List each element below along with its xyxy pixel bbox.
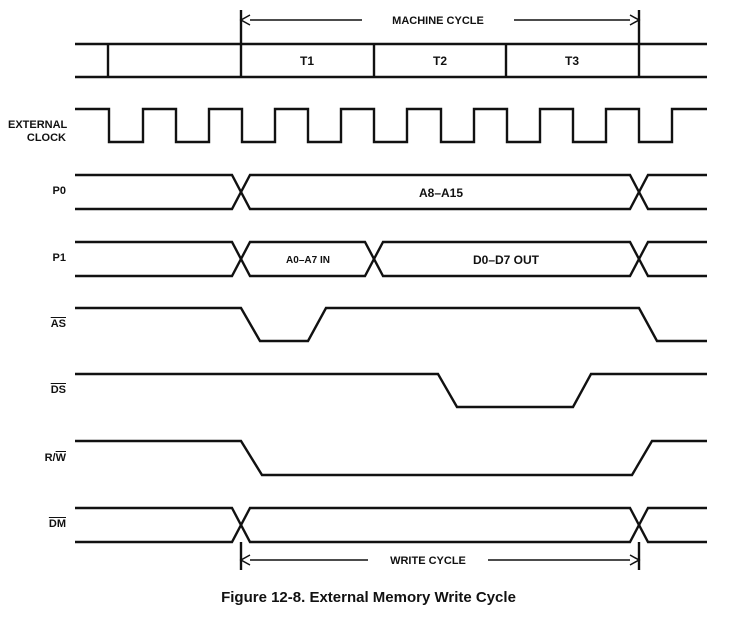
clock-label-line2: CLOCK bbox=[26, 132, 66, 144]
p0-address-label: A8–A15 bbox=[419, 186, 463, 200]
p0-bus bbox=[75, 173, 707, 211]
rw-label-bar: W bbox=[55, 452, 66, 464]
dm-bus bbox=[75, 506, 707, 544]
machine-cycle-label: MACHINE CYCLE bbox=[392, 15, 484, 27]
clock-label: EXTERNAL CLOCK bbox=[8, 119, 68, 145]
figure-caption: Figure 12-8. External Memory Write Cycle bbox=[221, 589, 516, 606]
p1-data-label: D0–D7 OUT bbox=[473, 253, 540, 267]
ds-label: DS bbox=[50, 384, 66, 396]
state-t3-label: T3 bbox=[565, 54, 579, 68]
state-table bbox=[75, 42, 707, 79]
rw-label: R/W bbox=[8, 452, 66, 465]
p1-address-label: A0–A7 IN bbox=[286, 255, 330, 266]
write-cycle-label: WRITE CYCLE bbox=[390, 555, 466, 567]
p1-label: P1 bbox=[52, 252, 66, 264]
rw-waveform bbox=[75, 439, 707, 477]
ds-waveform bbox=[75, 372, 707, 409]
clock-waveform bbox=[75, 107, 707, 144]
state-t1-label: T1 bbox=[300, 54, 314, 68]
as-label: AS bbox=[50, 318, 66, 330]
machine-cycle-arrow bbox=[239, 10, 641, 44]
clock-label-line1: EXTERNAL bbox=[8, 119, 68, 131]
as-waveform bbox=[75, 306, 707, 343]
p0-label: P0 bbox=[52, 185, 66, 197]
dm-label: DM bbox=[48, 518, 66, 530]
state-t2-label: T2 bbox=[433, 54, 447, 68]
write-cycle-arrow bbox=[239, 542, 641, 570]
p1-bus bbox=[75, 240, 707, 278]
rw-label-prefix: R/ bbox=[44, 452, 56, 464]
